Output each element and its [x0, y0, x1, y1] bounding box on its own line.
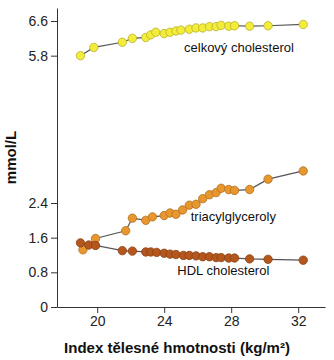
x-axis: 20 24 28 32: [58, 307, 326, 329]
y-tick-label: 6.6: [29, 13, 49, 29]
point: [76, 51, 84, 59]
y-tick: 1.6: [29, 230, 57, 246]
y-tick: 6.6: [29, 13, 57, 29]
point: [172, 250, 180, 258]
point: [230, 22, 238, 30]
x-tick-label: 28: [224, 313, 240, 329]
point: [118, 38, 126, 46]
point: [91, 241, 99, 249]
series-label: HDL cholesterol: [177, 263, 269, 278]
x-tick-label: 32: [291, 313, 307, 329]
point: [152, 28, 160, 36]
y-tick-label: 0: [40, 299, 48, 315]
point: [148, 213, 156, 221]
point: [264, 175, 272, 183]
y-tick-mark: [51, 56, 57, 57]
series-line: [83, 171, 303, 250]
y-tick-mark: [51, 272, 57, 273]
y-tick-label: 1.6: [29, 230, 49, 246]
point: [177, 26, 185, 34]
y-tick-mark: [51, 203, 57, 204]
point: [121, 227, 129, 235]
point: [217, 184, 225, 192]
y-tick-mark: [51, 238, 57, 239]
y-tick: 2.4: [29, 195, 57, 211]
y-axis-line: [57, 9, 58, 308]
series-label: triacylglyceroly: [191, 209, 277, 224]
point: [264, 22, 272, 30]
point: [217, 21, 225, 29]
y-tick: 5.8: [29, 48, 57, 64]
x-tick-label: 24: [157, 313, 173, 329]
point: [299, 256, 307, 264]
y-axis-title: mmol/L: [2, 131, 19, 184]
y-tick-mark: [51, 307, 57, 308]
y-tick-mark: [51, 21, 57, 22]
chart: 20 24 28 32 0 0.8 1.6 2.4 5.8 6.6 celkový choleste…: [0, 0, 334, 360]
y-tick: 0.8: [29, 264, 57, 280]
point: [152, 248, 160, 256]
point: [299, 167, 307, 175]
y-axis: 0 0.8 1.6 2.4 5.8 6.6: [29, 9, 58, 315]
x-axis-title: Index tělesné hmotnosti (kg/m²): [64, 339, 290, 356]
series-label: celkový cholesterol: [184, 40, 294, 55]
point: [264, 255, 272, 263]
point: [245, 22, 253, 30]
point: [217, 253, 225, 261]
plot: 20 24 28 32 0 0.8 1.6 2.4 5.8 6.6 celkový choleste…: [29, 9, 326, 329]
point: [118, 246, 126, 254]
point: [245, 185, 253, 193]
x-tick: 24: [157, 307, 173, 329]
marks: [76, 20, 307, 264]
y-tick-label: 0.8: [29, 264, 49, 280]
annotations: celkový cholesterol triacylglyceroly HDL c…: [177, 40, 294, 278]
x-tick-label: 20: [90, 313, 106, 329]
y-tick: 0: [40, 299, 57, 315]
point: [76, 239, 84, 247]
x-tick: 20: [90, 307, 106, 329]
x-tick: 32: [291, 307, 307, 329]
point: [230, 254, 238, 262]
point: [230, 186, 238, 194]
x-tick: 28: [224, 307, 240, 329]
point: [90, 43, 98, 51]
point: [299, 20, 307, 28]
y-tick-label: 5.8: [29, 48, 49, 64]
point: [192, 200, 200, 208]
point: [128, 214, 136, 222]
point: [128, 34, 136, 42]
y-tick-label: 2.4: [29, 195, 49, 211]
point: [128, 247, 136, 255]
point: [245, 255, 253, 263]
